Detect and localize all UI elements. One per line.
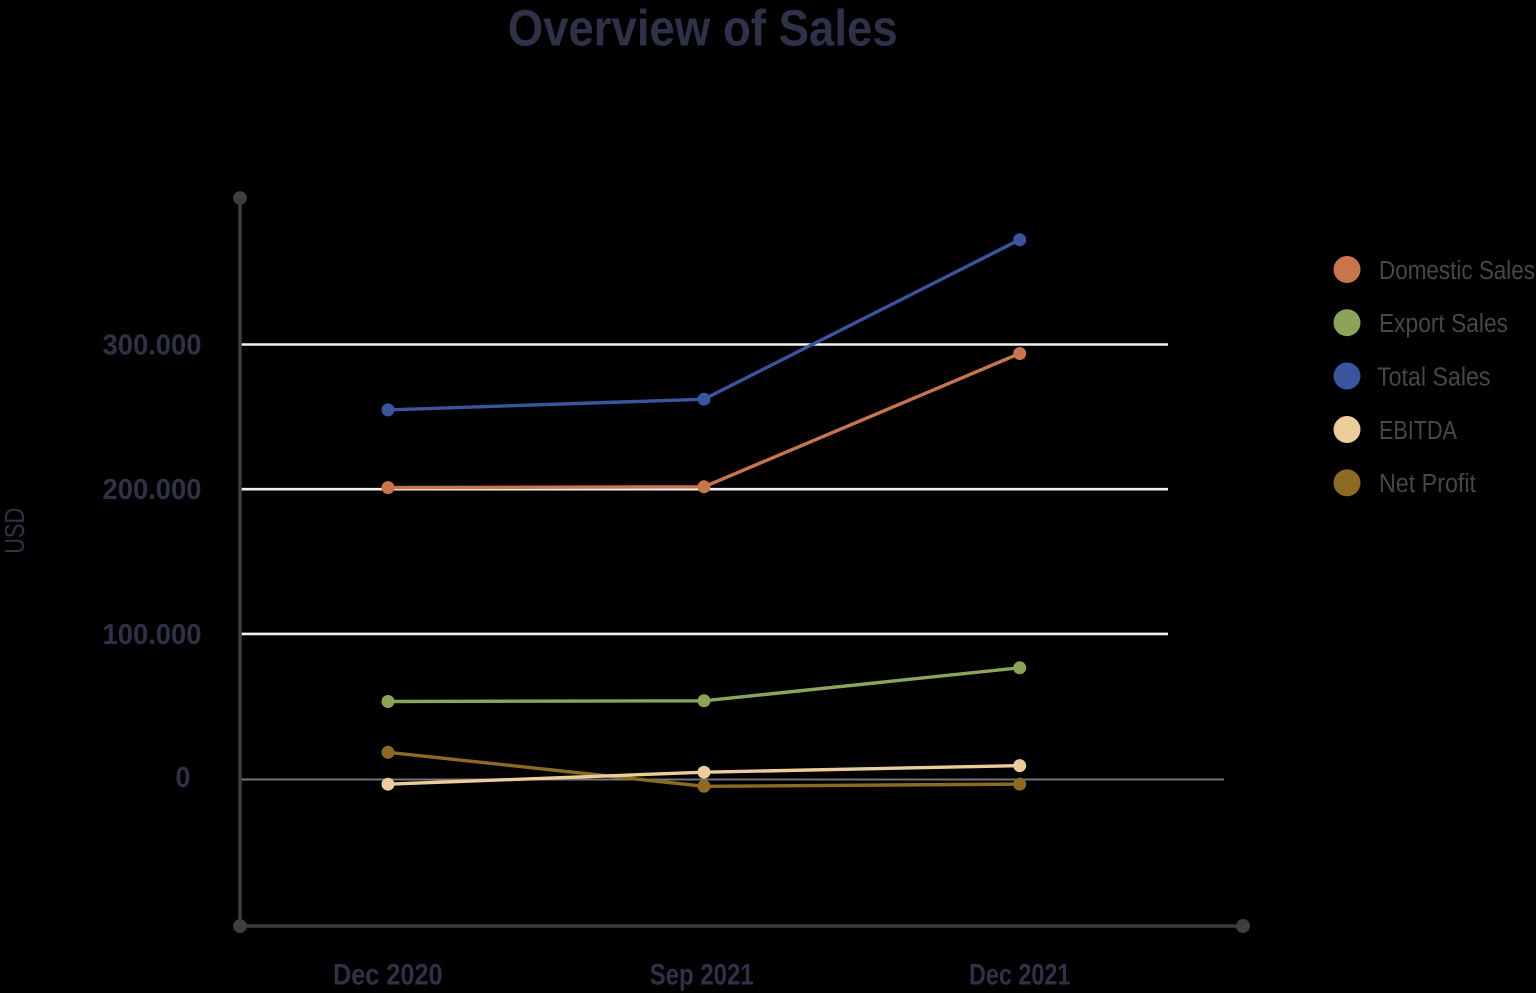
svg-text:100.000: 100.000 — [103, 619, 202, 651]
svg-text:300.000: 300.000 — [103, 329, 202, 361]
svg-text:Overview of Sales: Overview of Sales — [508, 0, 898, 57]
svg-text:Domestic Sales: Domestic Sales — [1379, 257, 1535, 285]
svg-text:Export Sales: Export Sales — [1379, 310, 1508, 338]
svg-text:EBITDA: EBITDA — [1379, 417, 1457, 445]
svg-text:Dec 2021: Dec 2021 — [969, 959, 1070, 992]
svg-text:200.000: 200.000 — [103, 474, 202, 506]
svg-text:Dec 2020: Dec 2020 — [333, 959, 443, 992]
svg-text:Total Sales: Total Sales — [1377, 363, 1491, 391]
svg-text:USD: USD — [0, 508, 30, 554]
svg-text:Net Profit: Net Profit — [1379, 470, 1476, 498]
svg-text:0: 0 — [176, 762, 191, 794]
svg-text:Sep 2021: Sep 2021 — [650, 959, 754, 992]
